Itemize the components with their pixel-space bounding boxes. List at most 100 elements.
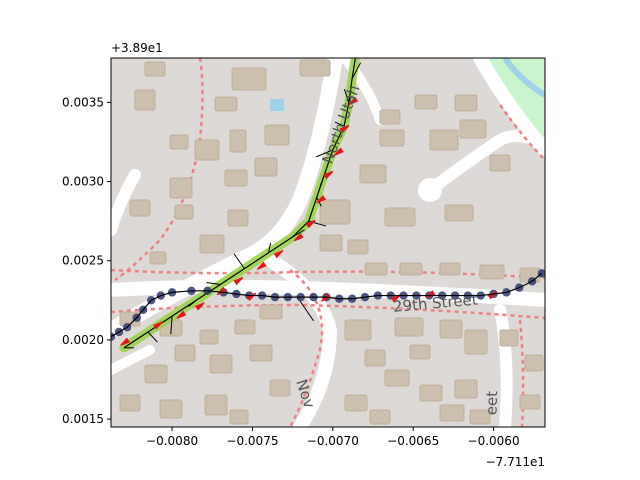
building bbox=[224, 169, 248, 187]
building bbox=[464, 329, 488, 355]
building bbox=[414, 94, 438, 110]
y-offset-label: +3.89e1 bbox=[111, 41, 163, 55]
building bbox=[229, 409, 249, 425]
building bbox=[269, 379, 291, 397]
building bbox=[227, 209, 249, 227]
red-arrow bbox=[390, 294, 401, 303]
building bbox=[379, 109, 401, 125]
heading-arrow bbox=[206, 282, 221, 285]
red-arrow bbox=[293, 233, 304, 242]
heading-arrow bbox=[343, 88, 350, 103]
building bbox=[454, 379, 478, 399]
building bbox=[149, 251, 167, 265]
heading-arrow bbox=[170, 316, 173, 335]
building bbox=[524, 354, 544, 372]
building bbox=[231, 67, 267, 91]
heading-arrow bbox=[316, 149, 334, 158]
building bbox=[429, 129, 459, 151]
river bbox=[502, 58, 545, 98]
cul-de-sac bbox=[418, 178, 442, 202]
red-arrow bbox=[256, 261, 267, 270]
building bbox=[489, 154, 511, 172]
building bbox=[299, 59, 331, 77]
red-arrow bbox=[316, 195, 327, 204]
y-tick-label: 0.0020 bbox=[62, 333, 104, 347]
building bbox=[214, 96, 238, 112]
red-arrow bbox=[120, 337, 131, 346]
x-tick-label: −0.0080 bbox=[146, 434, 198, 448]
building bbox=[204, 394, 228, 416]
building bbox=[174, 204, 194, 220]
building bbox=[229, 129, 247, 153]
building bbox=[499, 329, 519, 347]
building bbox=[129, 199, 151, 217]
building bbox=[319, 199, 351, 225]
heading-arrow bbox=[147, 331, 158, 343]
red-arrow bbox=[348, 96, 359, 106]
building bbox=[454, 94, 478, 112]
x-tick-label: −0.0060 bbox=[468, 434, 520, 448]
y-tick-label: 0.0015 bbox=[62, 412, 104, 426]
red-arrow bbox=[233, 276, 244, 286]
building bbox=[439, 319, 463, 339]
building bbox=[394, 317, 424, 337]
red-arrow bbox=[153, 321, 163, 330]
building bbox=[199, 329, 219, 345]
building bbox=[444, 204, 474, 222]
heading-arrow bbox=[268, 242, 272, 253]
building bbox=[379, 129, 405, 147]
building bbox=[159, 399, 183, 419]
building bbox=[409, 344, 431, 360]
building bbox=[364, 262, 388, 276]
y-axis: 0.0015 0.0020 0.0025 0.0030 0.0035 bbox=[62, 95, 111, 426]
building bbox=[347, 239, 369, 255]
building bbox=[319, 234, 343, 252]
x-tick-label: −0.0065 bbox=[387, 434, 439, 448]
red-arrow bbox=[176, 310, 187, 319]
street-track-line bbox=[111, 272, 543, 338]
red-arrow bbox=[305, 219, 316, 229]
building bbox=[199, 234, 225, 254]
building bbox=[234, 319, 256, 335]
building bbox=[439, 262, 461, 276]
building bbox=[479, 264, 505, 280]
building bbox=[384, 369, 410, 387]
building bbox=[359, 164, 387, 184]
heading-arrow bbox=[233, 253, 245, 269]
y-tick-label: 0.0035 bbox=[62, 95, 104, 109]
building bbox=[169, 134, 189, 150]
heading-arrow bbox=[334, 121, 345, 127]
building bbox=[119, 394, 141, 412]
track-line bbox=[123, 58, 356, 349]
building bbox=[209, 354, 233, 374]
building bbox=[254, 157, 278, 177]
building bbox=[169, 177, 193, 199]
red-arrow bbox=[216, 286, 227, 296]
building bbox=[144, 61, 166, 77]
building bbox=[249, 344, 273, 362]
building bbox=[144, 364, 168, 384]
red-arrow bbox=[273, 249, 284, 259]
building bbox=[439, 404, 465, 422]
street-label: eet bbox=[482, 390, 501, 415]
building bbox=[259, 304, 283, 320]
heading-arrow bbox=[351, 62, 362, 79]
red-arrow bbox=[333, 147, 344, 156]
axes-frame bbox=[110, 57, 546, 428]
building bbox=[384, 207, 416, 227]
y-tick-label: 0.0030 bbox=[62, 175, 104, 189]
pond bbox=[270, 99, 284, 111]
building bbox=[174, 344, 196, 362]
building bbox=[399, 262, 423, 276]
building bbox=[419, 384, 443, 402]
building bbox=[194, 139, 220, 161]
building bbox=[264, 124, 290, 146]
x-axis: −0.0080 −0.0075 −0.0070 −0.0065 −0.0060 bbox=[146, 427, 520, 448]
y-tick-label: 0.0025 bbox=[62, 254, 104, 268]
x-tick-label: −0.0075 bbox=[226, 434, 278, 448]
building bbox=[459, 119, 487, 139]
building bbox=[469, 409, 491, 425]
x-tick-label: −0.0070 bbox=[307, 434, 359, 448]
red-arrow bbox=[323, 170, 334, 180]
